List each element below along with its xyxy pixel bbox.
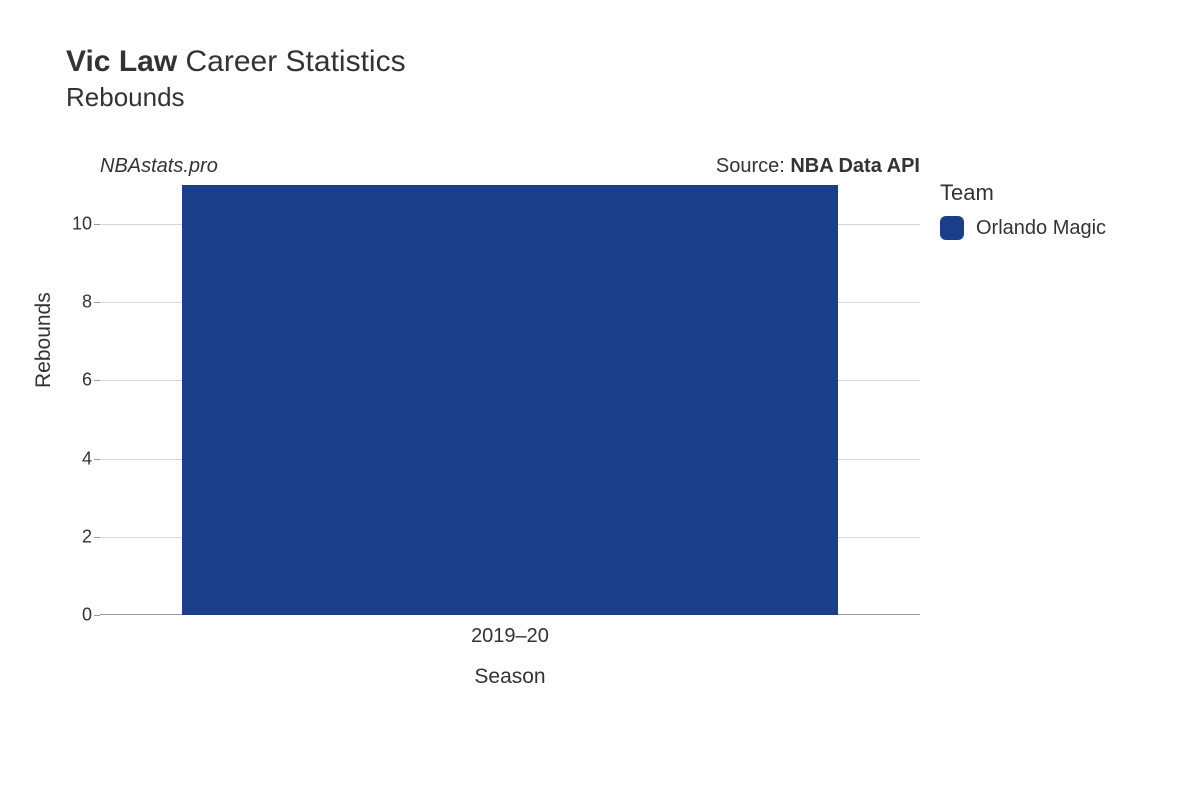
plot-area: 02468102019–20 — [100, 185, 920, 615]
chart-container: Vic Law Career Statistics Rebounds NBAst… — [0, 0, 1200, 800]
y-tick-label: 2 — [82, 526, 98, 547]
player-name: Vic Law — [66, 45, 177, 78]
legend: Team Orlando Magic — [940, 180, 1106, 240]
source-prefix: Source: — [716, 155, 790, 177]
y-tick-label: 8 — [82, 292, 98, 313]
annotation-row: NBAstats.pro Source: NBA Data API — [100, 155, 920, 178]
site-credit: NBAstats.pro — [100, 155, 218, 178]
x-axis-title: Season — [474, 665, 545, 689]
legend-title: Team — [940, 180, 1106, 206]
y-tick-label: 10 — [72, 214, 98, 235]
y-axis-title: Rebounds — [32, 292, 56, 388]
chart-subtitle: Rebounds — [66, 82, 406, 113]
y-tick-label: 0 — [82, 605, 98, 626]
bar — [182, 185, 838, 615]
y-tick-label: 6 — [82, 370, 98, 391]
legend-swatch — [940, 216, 964, 240]
source-credit: Source: NBA Data API — [716, 155, 920, 178]
source-name: NBA Data API — [790, 155, 920, 177]
x-tick-label: 2019–20 — [471, 625, 549, 648]
chart-title: Vic Law Career Statistics — [66, 44, 406, 80]
legend-label: Orlando Magic — [976, 217, 1106, 240]
y-tick-label: 4 — [82, 448, 98, 469]
title-block: Vic Law Career Statistics Rebounds — [66, 44, 406, 113]
legend-item: Orlando Magic — [940, 216, 1106, 240]
title-suffix: Career Statistics — [177, 45, 405, 78]
